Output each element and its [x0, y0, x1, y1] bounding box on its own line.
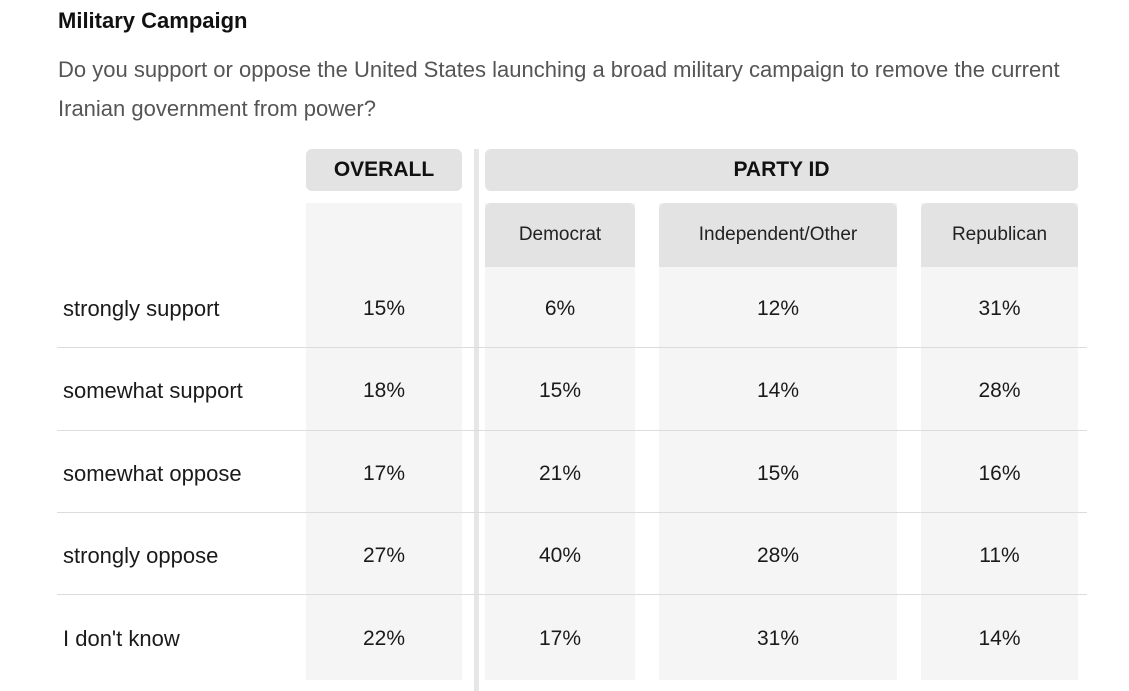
overall-column-bg [306, 203, 462, 680]
cell-republican: 16% [978, 462, 1021, 485]
row-label-strongly-support: strongly support [63, 296, 220, 321]
row-label-somewhat-support: somewhat support [63, 378, 243, 403]
row-separator [57, 347, 1087, 348]
republican-header: Republican [921, 203, 1078, 267]
cell-independent: 28% [756, 544, 800, 567]
cell-overall: 17% [362, 462, 406, 485]
democrat-column-bg [485, 203, 635, 680]
independent-header: Independent/Other [659, 203, 897, 267]
cell-independent: 12% [756, 297, 800, 320]
cell-democrat: 21% [538, 462, 582, 485]
row-separator [57, 512, 1087, 513]
democrat-header: Democrat [485, 203, 635, 267]
party-id-header: PARTY ID [485, 149, 1078, 191]
cell-democrat: 17% [538, 627, 582, 650]
cell-overall: 22% [362, 627, 406, 650]
cell-republican: 31% [978, 297, 1021, 320]
cell-overall: 18% [362, 379, 406, 402]
overall-header: OVERALL [306, 149, 462, 191]
row-label-dont-know: I don't know [63, 626, 180, 651]
cell-independent: 14% [756, 379, 800, 402]
republican-column-bg [921, 203, 1078, 680]
cell-overall: 15% [362, 297, 406, 320]
independent-column-bg [659, 203, 897, 680]
cell-republican: 28% [978, 379, 1021, 402]
cell-independent: 31% [756, 627, 800, 650]
cell-democrat: 6% [544, 297, 576, 320]
cell-republican: 14% [978, 627, 1021, 650]
cell-democrat: 15% [538, 379, 582, 402]
row-separator [57, 430, 1087, 431]
column-divider [474, 149, 479, 691]
cell-overall: 27% [362, 544, 406, 567]
row-label-somewhat-oppose: somewhat oppose [63, 461, 242, 486]
page-title: Military Campaign [58, 8, 248, 33]
cell-democrat: 40% [538, 544, 582, 567]
row-label-strongly-oppose: strongly oppose [63, 543, 219, 568]
row-separator [57, 594, 1087, 595]
cell-independent: 15% [756, 462, 800, 485]
question-text: Do you support or oppose the United Stat… [58, 57, 1060, 121]
cell-republican: 11% [979, 544, 1020, 567]
